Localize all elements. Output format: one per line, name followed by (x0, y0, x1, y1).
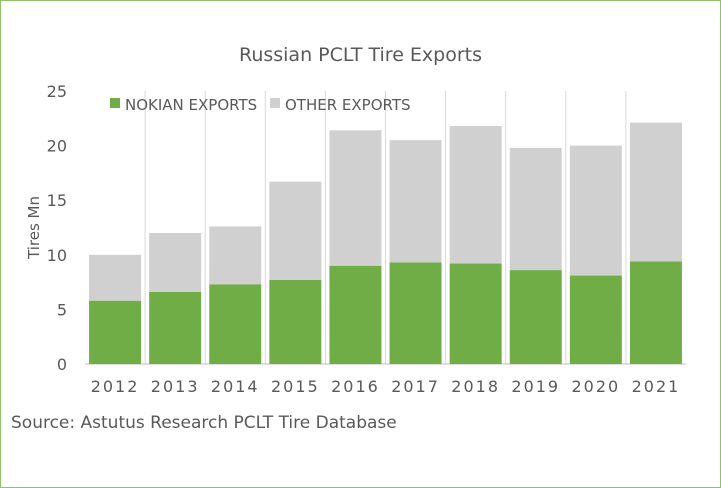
legend-label: OTHER EXPORTS (285, 96, 411, 114)
chart-title: Russian PCLT Tire Exports (238, 44, 483, 66)
x-tick-label: 2016 (331, 377, 380, 396)
bar-nokian-exports (509, 270, 562, 364)
source-note: Source: Astutus Research PCLT Tire Datab… (11, 413, 397, 433)
legend-label: NOKIAN EXPORTS (125, 96, 257, 114)
bar-nokian-exports (329, 265, 382, 364)
bar-other-exports (389, 140, 442, 263)
y-axis-label: Tires Mn (25, 196, 43, 260)
bar-other-exports (509, 147, 562, 271)
bar-nokian-exports (569, 275, 622, 364)
y-tick-label: 5 (57, 300, 67, 319)
bar-nokian-exports (629, 261, 682, 364)
x-tick-label: 2021 (632, 377, 681, 396)
bar-nokian-exports (89, 300, 142, 364)
y-tick-label: 10 (47, 246, 67, 265)
x-tick-label: 2015 (271, 377, 320, 396)
bar-nokian-exports (389, 262, 442, 364)
legend-swatch (270, 98, 280, 108)
bar-other-exports (209, 226, 262, 285)
legend-swatch (110, 98, 120, 108)
y-tick-label: 0 (57, 355, 67, 374)
bar-other-exports (449, 125, 502, 264)
x-tick-label: 2018 (451, 377, 500, 396)
x-tick-label: 2017 (391, 377, 440, 396)
bar-other-exports (629, 122, 682, 262)
y-tick-label: 25 (47, 82, 67, 101)
bar-other-exports (569, 145, 622, 276)
x-tick-label: 2012 (91, 377, 140, 396)
bar-nokian-exports (149, 291, 202, 364)
bar-other-exports (329, 130, 382, 266)
x-tick-label: 2019 (511, 377, 560, 396)
bar-other-exports (149, 232, 202, 292)
bar-nokian-exports (449, 263, 502, 364)
x-tick-label: 2014 (211, 377, 260, 396)
y-tick-label: 15 (47, 191, 67, 210)
y-tick-label: 20 (47, 137, 67, 156)
x-tick-label: 2013 (151, 377, 200, 396)
bar-other-exports (89, 254, 142, 301)
bar-other-exports (269, 181, 322, 280)
bar-nokian-exports (269, 279, 322, 364)
x-tick-label: 2020 (571, 377, 620, 396)
bar-nokian-exports (209, 284, 262, 364)
